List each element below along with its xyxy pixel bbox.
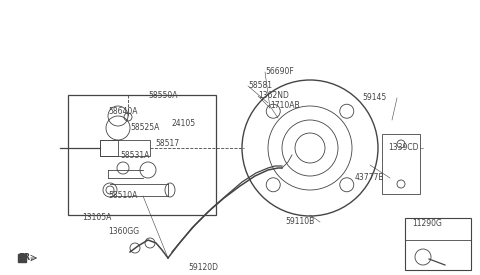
Bar [405,218,471,270]
Bar [382,134,420,194]
Text: 58640A: 58640A [108,106,137,115]
Text: 11290G: 11290G [412,219,442,227]
Text: 58581: 58581 [248,81,272,90]
Bar [100,140,118,156]
Text: 58525A: 58525A [130,123,159,133]
Text: 1362ND: 1362ND [258,92,289,100]
Text: 59110B: 59110B [285,218,314,227]
Text: 13105A: 13105A [82,213,111,222]
Text: 56690F: 56690F [265,67,294,76]
Bar [100,140,150,156]
Text: 58517: 58517 [155,139,179,147]
Polygon shape [18,254,26,262]
Text: 59120D: 59120D [188,263,218,273]
Text: 43777B: 43777B [355,174,384,183]
Text: 1710AB: 1710AB [270,101,300,111]
Text: 1339CD: 1339CD [388,144,419,153]
Text: 58531A: 58531A [120,152,149,161]
Text: FR.: FR. [18,254,34,263]
Text: 24105: 24105 [172,120,196,128]
Bar [68,95,216,215]
Text: 1360GG: 1360GG [108,227,139,236]
Text: 58510A: 58510A [108,191,137,200]
Text: 59145: 59145 [362,94,386,103]
Text: 58550A: 58550A [148,92,178,100]
